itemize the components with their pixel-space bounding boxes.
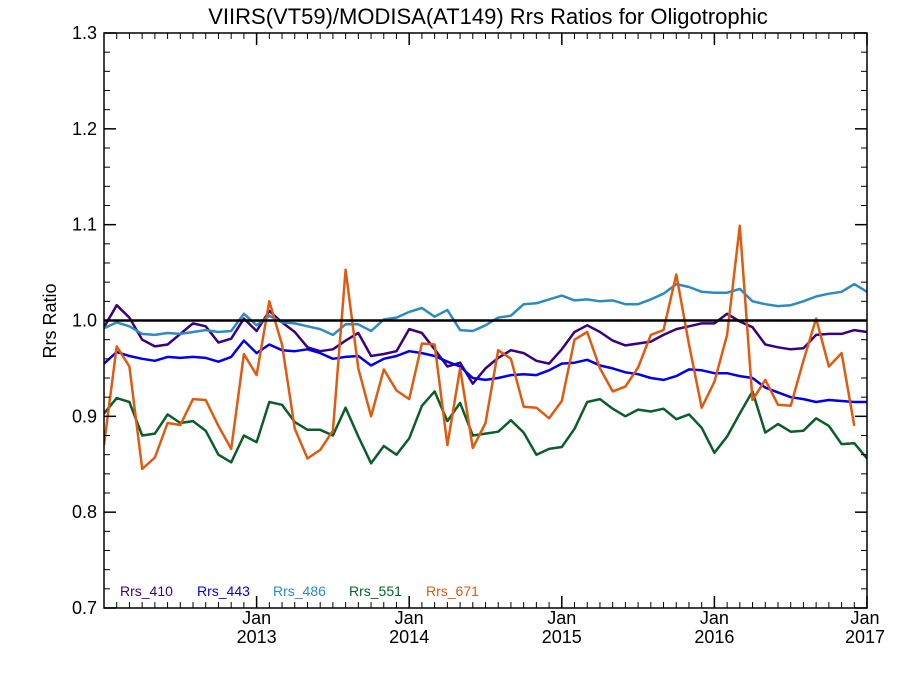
series-layer <box>104 224 867 471</box>
x-tick-year-label: 2017 <box>845 627 885 647</box>
y-tick-label: 0.9 <box>72 406 97 426</box>
x-tick-month-label: Jan <box>850 608 879 628</box>
x-tick-year-label: 2016 <box>694 627 734 647</box>
legend-entry-Rrs_486: Rrs_486 <box>273 583 326 599</box>
x-tick-month-label: Jan <box>547 608 576 628</box>
legend-entry-Rrs_671: Rrs_671 <box>426 583 479 599</box>
series-line-Rrs_551 <box>104 390 867 465</box>
y-tick-label: 1.3 <box>72 23 97 43</box>
x-tick-year-label: 2013 <box>237 627 277 647</box>
x-tick-month-label: Jan <box>242 608 271 628</box>
legend: Rrs_410 Rrs_443 Rrs_486 Rrs_551 Rrs_671 <box>120 583 479 599</box>
series-line-Rrs_671 <box>104 224 856 471</box>
y-tick-label: 0.7 <box>72 598 97 618</box>
x-tick-year-label: 2014 <box>389 627 429 647</box>
y-axis-ticks: 0.7 0.8 0.9 1.0 1.1 1.2 1.3 <box>72 23 867 618</box>
x-tick-month-label: Jan <box>700 608 729 628</box>
series-line-Rrs_486 <box>104 282 867 337</box>
x-tick-month-label: Jan <box>395 608 424 628</box>
y-axis-label: Rrs Ratio <box>40 283 60 358</box>
y-tick-label: 1.1 <box>72 215 97 235</box>
legend-entry-Rrs_551: Rrs_551 <box>349 583 402 599</box>
legend-entry-Rrs_443: Rrs_443 <box>197 583 250 599</box>
legend-entry-Rrs_410: Rrs_410 <box>120 583 173 599</box>
x-tick-year-label: 2015 <box>542 627 582 647</box>
y-tick-label: 1.2 <box>72 119 97 139</box>
y-tick-label: 1.0 <box>72 311 97 331</box>
chart-title: VIIRS(VT59)/MODISA(AT149) Rrs Ratios for… <box>208 4 768 29</box>
y-tick-label: 0.8 <box>72 502 97 522</box>
series-line-Rrs_443 <box>104 339 867 404</box>
series-line-Rrs_410 <box>104 303 867 385</box>
